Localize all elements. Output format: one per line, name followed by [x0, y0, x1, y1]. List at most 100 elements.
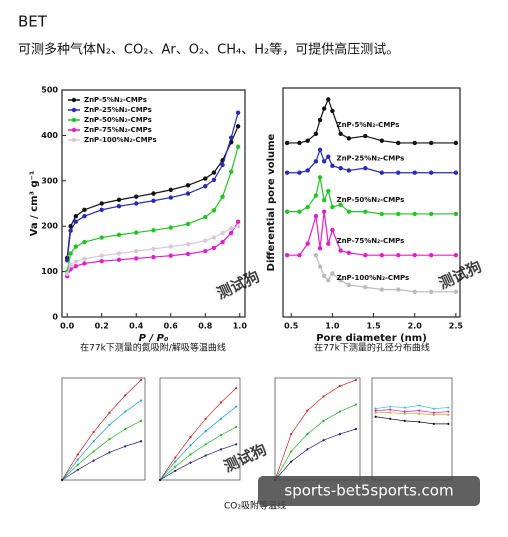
x-tick-label: 1.0	[233, 322, 248, 331]
x-tick-label: 0.4	[129, 322, 144, 331]
point	[428, 252, 434, 258]
point	[228, 135, 234, 140]
point	[168, 244, 173, 249]
point	[68, 224, 73, 229]
point	[346, 136, 352, 141]
point	[124, 427, 127, 431]
legend-label: ZnP-25%N₂-CMPs	[84, 106, 152, 114]
point	[76, 458, 79, 461]
point	[174, 456, 177, 459]
point	[346, 209, 352, 214]
point	[374, 411, 377, 414]
point	[326, 278, 331, 283]
plot-frame	[282, 87, 461, 318]
point	[338, 165, 343, 171]
y-tick-label: 400	[41, 131, 58, 140]
x-tick-label: 0.8	[198, 322, 213, 331]
point	[99, 258, 104, 264]
point	[64, 258, 70, 263]
point	[108, 438, 111, 441]
title: BET	[18, 13, 48, 31]
point	[412, 140, 417, 146]
point	[92, 459, 95, 462]
point	[290, 450, 293, 453]
series-line	[61, 400, 142, 481]
point	[203, 184, 208, 189]
series-line	[375, 416, 449, 425]
point	[235, 144, 241, 149]
point	[185, 242, 191, 247]
point	[219, 434, 223, 437]
point	[185, 191, 191, 196]
point	[82, 256, 87, 262]
point	[326, 241, 331, 246]
legend-label: ZnP-50%N₂-CMPs	[84, 116, 152, 124]
point	[168, 225, 173, 230]
point	[211, 245, 217, 251]
legend-label: ZnP-25%N₂-CMPs	[337, 155, 405, 163]
point	[235, 405, 238, 408]
point	[60, 478, 64, 482]
point	[338, 385, 341, 388]
point	[185, 221, 191, 227]
point	[338, 278, 343, 283]
point	[447, 410, 450, 413]
point	[82, 239, 87, 245]
point	[76, 463, 79, 466]
point	[189, 436, 192, 439]
series-line	[159, 443, 237, 481]
point	[99, 253, 104, 258]
series-line	[159, 426, 237, 481]
point	[428, 140, 434, 146]
series-line	[287, 177, 456, 215]
point	[297, 170, 302, 175]
point	[321, 198, 327, 203]
point	[108, 411, 111, 414]
point	[330, 163, 335, 169]
point	[204, 429, 207, 433]
point	[322, 439, 325, 442]
series-line	[287, 211, 456, 256]
point	[116, 251, 122, 256]
point	[151, 191, 156, 196]
point	[354, 378, 358, 382]
point	[297, 140, 302, 146]
point	[99, 201, 104, 206]
point	[396, 287, 401, 292]
legend-marker	[71, 117, 77, 123]
point	[68, 262, 73, 267]
point	[453, 289, 459, 295]
series-line	[375, 405, 449, 409]
point	[379, 170, 384, 175]
point	[321, 273, 327, 278]
point	[326, 154, 331, 159]
x-tick-label: 0.0	[60, 322, 75, 331]
point	[168, 187, 173, 193]
series-line	[375, 412, 449, 416]
point	[124, 410, 127, 413]
x-tick-label: 0.6	[164, 322, 179, 331]
point	[403, 406, 406, 409]
point	[330, 204, 335, 210]
point	[432, 407, 435, 410]
point	[313, 131, 319, 136]
y-tick-label: 500	[41, 86, 58, 95]
point	[418, 404, 421, 407]
point	[321, 106, 327, 111]
point	[317, 264, 323, 269]
point	[151, 228, 156, 233]
point	[428, 170, 434, 175]
series-line	[274, 379, 357, 481]
point	[428, 211, 434, 217]
y-tick-label: 300	[41, 176, 58, 185]
point	[92, 440, 95, 443]
point	[290, 433, 293, 436]
point	[139, 378, 143, 382]
point	[92, 430, 95, 434]
point	[211, 235, 217, 240]
point	[338, 248, 343, 253]
point	[73, 259, 79, 264]
x-tick-label: 1.5	[366, 322, 381, 331]
point	[73, 263, 79, 269]
point	[354, 427, 358, 431]
